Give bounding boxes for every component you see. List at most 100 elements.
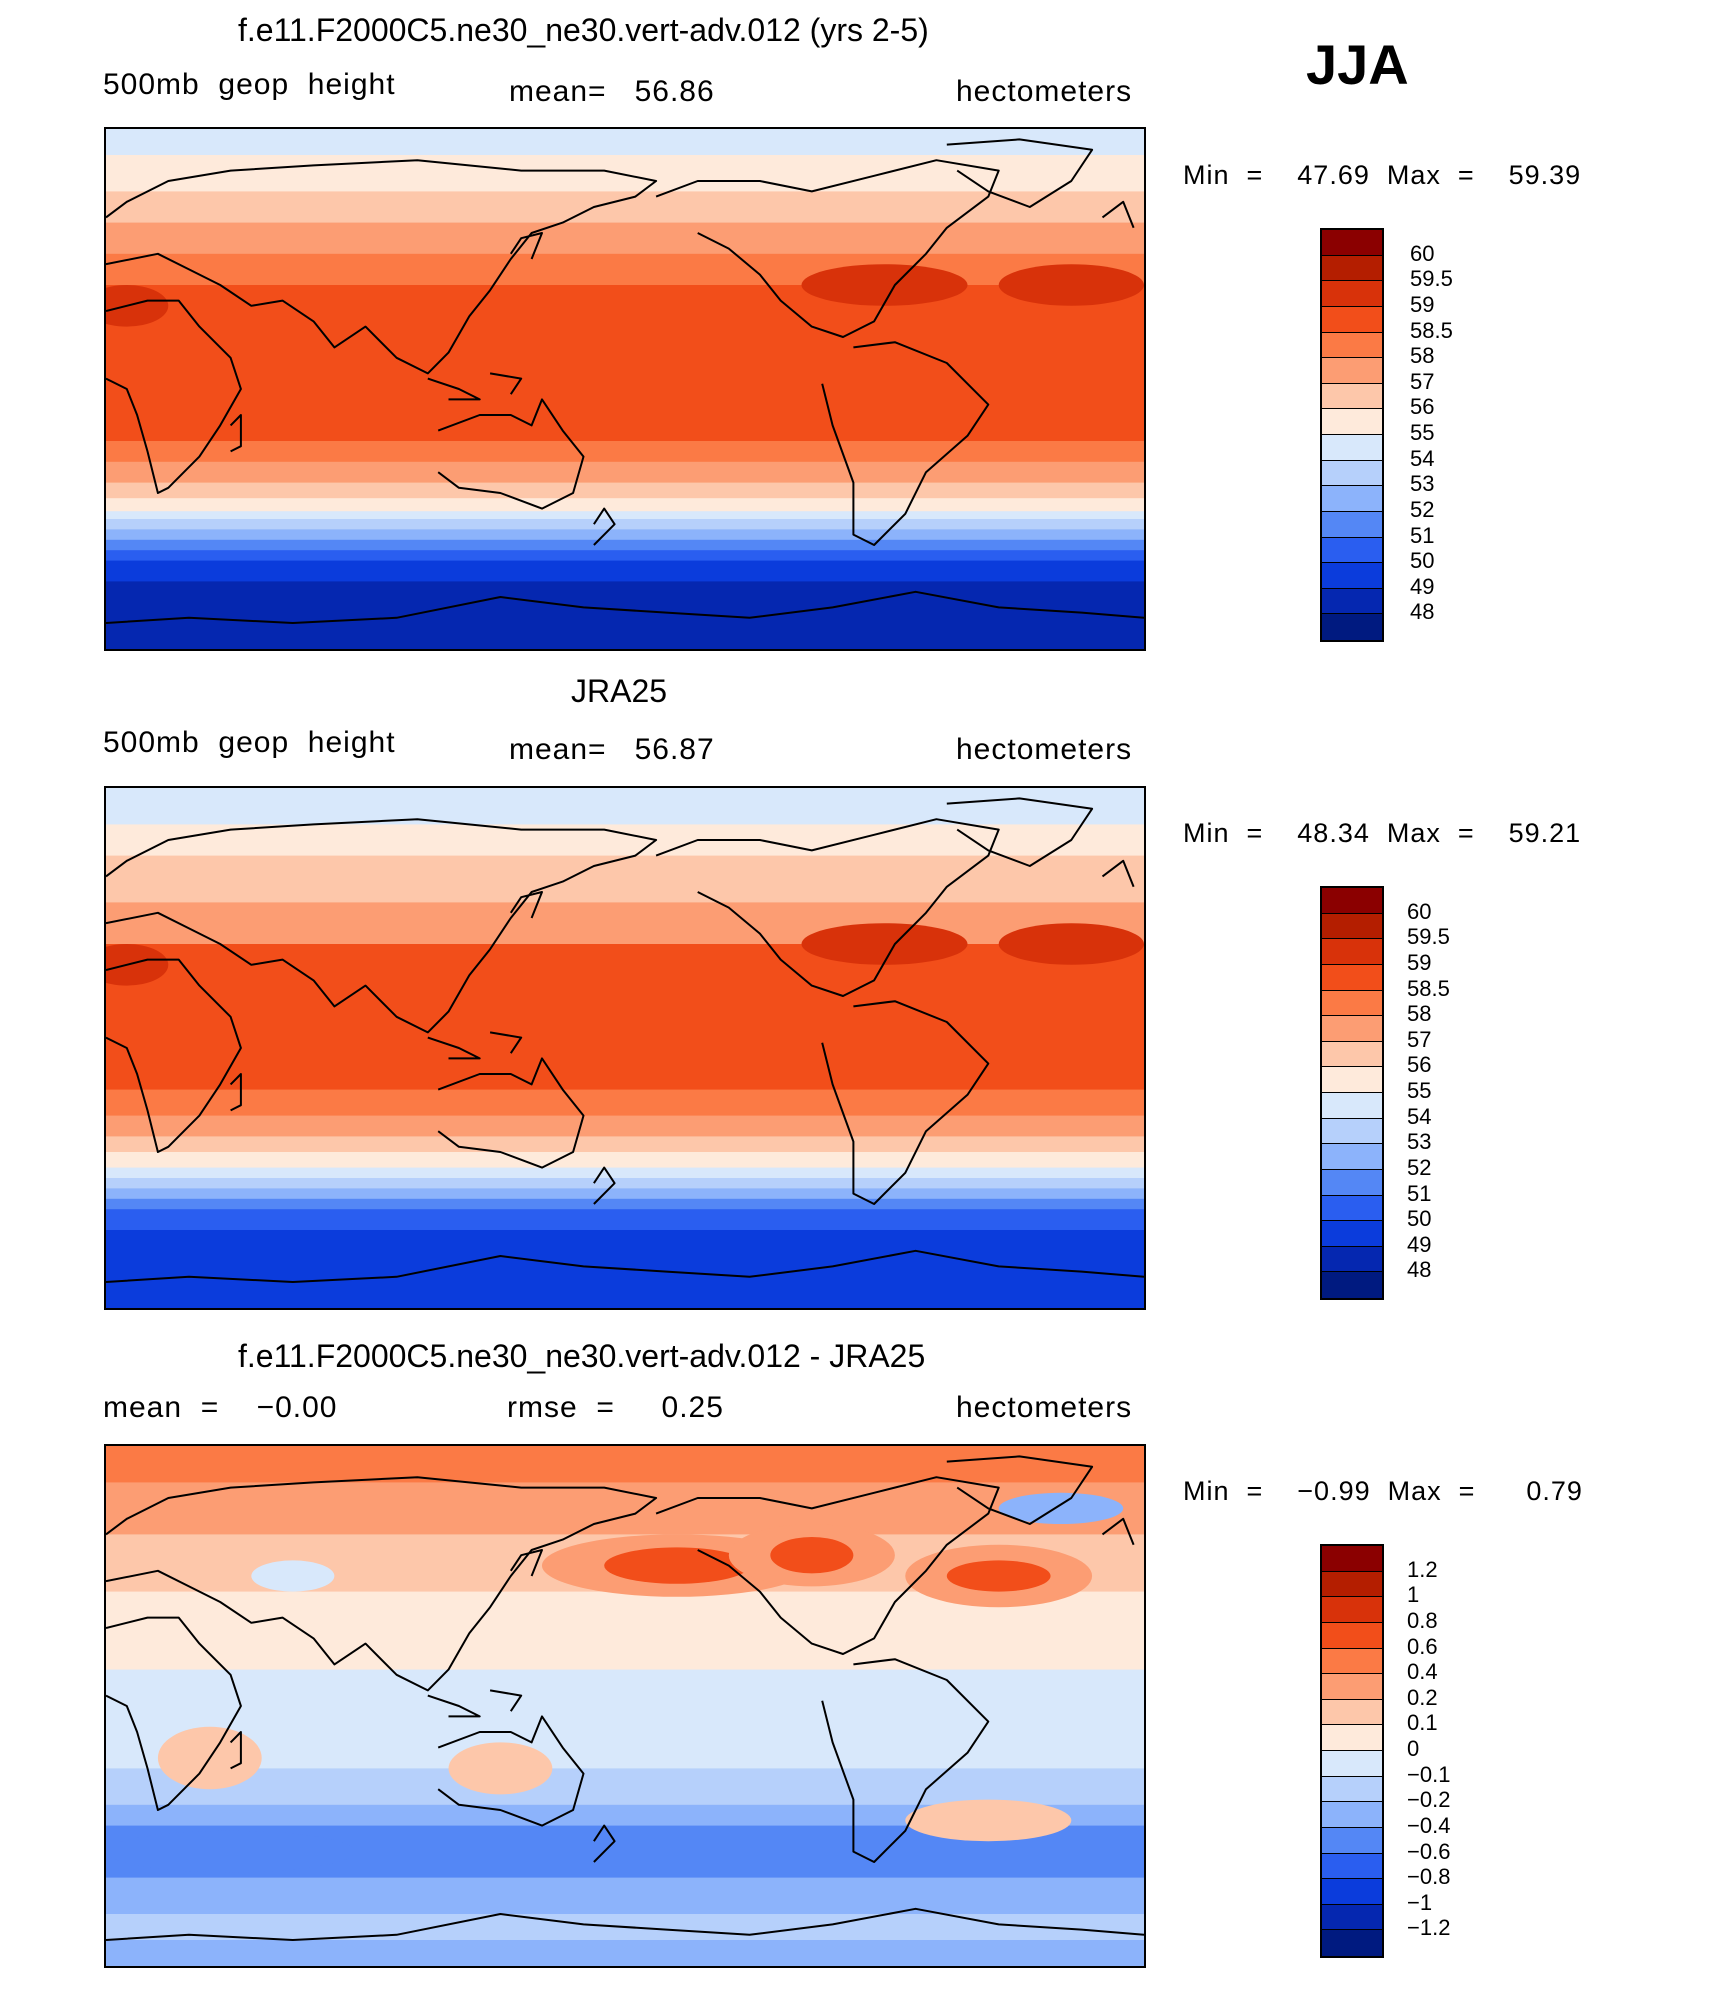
contour-band (106, 1136, 1144, 1153)
panel-2-units: hectometers (956, 733, 1133, 766)
anomaly-region (604, 1547, 750, 1584)
colorbar-swatch (1322, 1827, 1382, 1854)
colorbar-label: 53 (1410, 471, 1435, 497)
coastline (655, 159, 1000, 338)
colorbar-swatch (1322, 1802, 1382, 1828)
contour-band (106, 1446, 1144, 1483)
colorbar-swatch (1322, 939, 1382, 965)
coastline (106, 818, 658, 1034)
contour-band (106, 222, 1144, 255)
coastline (946, 138, 1094, 208)
panel-2-left-label: 500mb geop height (103, 726, 396, 759)
colorbar-swatch (1322, 281, 1382, 307)
colorbar-label: 60 (1410, 240, 1435, 266)
contour-band (106, 461, 1144, 484)
colorbar-label: 49 (1410, 573, 1435, 599)
colorbar-label: 54 (1410, 445, 1435, 471)
colorbar-swatch (1322, 358, 1382, 384)
high-pressure-core (998, 923, 1144, 965)
colorbar-label: 50 (1410, 548, 1435, 574)
colorbar-label: −1 (1407, 1889, 1433, 1915)
colorbar-swatch (1322, 306, 1382, 333)
colorbar-swatch (1322, 1674, 1382, 1700)
colorbar-swatch (1322, 1041, 1382, 1068)
colorbar-swatch (1322, 1853, 1382, 1880)
colorbar-swatch (1322, 1622, 1382, 1649)
colorbar-label: 52 (1410, 496, 1435, 522)
coastline (106, 958, 242, 1153)
colorbar-swatch (1322, 614, 1382, 640)
contour-band (106, 1167, 1144, 1179)
contour-band (106, 511, 1144, 520)
contour-band (106, 1940, 1144, 1966)
colorbar-swatch (1322, 332, 1382, 359)
panel-3-rmse: rmse = 0.25 (507, 1391, 724, 1424)
colorbar-label: 0.1 (1407, 1710, 1438, 1736)
colorbar-label: 0.4 (1407, 1659, 1438, 1685)
colorbar-swatch (1322, 255, 1382, 282)
coastline (427, 1036, 481, 1060)
coastline (106, 1476, 658, 1692)
coastline (437, 1057, 585, 1169)
colorbar-swatch (1322, 1169, 1382, 1196)
contour-band (106, 1209, 1144, 1231)
panel-1-title: f.e11.F2000C5.ne30_ne30.vert-adv.012 (yr… (238, 12, 929, 48)
coastline (106, 590, 1144, 624)
anomaly-region (905, 1799, 1072, 1842)
colorbar-label: 59 (1407, 949, 1432, 975)
panel-3-title: f.e11.F2000C5.ne30_ne30.vert-adv.012 - J… (238, 1338, 926, 1374)
colorbar-swatch (1322, 1246, 1382, 1273)
colorbar-label: 1.2 (1407, 1556, 1438, 1582)
coastline (1101, 859, 1135, 888)
contour-band (106, 1152, 1144, 1169)
contour-band (106, 1089, 1144, 1117)
colorbar-label: 58.5 (1410, 317, 1453, 343)
coastline (229, 1073, 242, 1112)
season-label: JJA (1306, 33, 1409, 96)
coastline (509, 1549, 543, 1577)
colorbar-label: 54 (1407, 1103, 1432, 1129)
contour-band (106, 519, 1144, 530)
colorbar-label: 0.6 (1407, 1633, 1438, 1659)
colorbar-swatch (1322, 913, 1382, 940)
panel-1-map (104, 127, 1146, 651)
coastline (427, 1694, 481, 1718)
coastline (655, 818, 1000, 997)
colorbar-label: 0.8 (1407, 1607, 1438, 1633)
panel-1-colorbar (1320, 228, 1384, 642)
coastline (106, 1616, 242, 1811)
colorbar-label: 56 (1407, 1052, 1432, 1078)
colorbar-swatch (1322, 1118, 1382, 1145)
coastline (509, 891, 543, 919)
coastline (821, 1000, 990, 1205)
high-pressure-core (106, 944, 169, 986)
contour-band (106, 441, 1144, 463)
contour-band (106, 285, 1144, 442)
coastline (821, 1658, 990, 1863)
colorbar-label: 59 (1410, 291, 1435, 317)
coastline (106, 159, 658, 375)
colorbar-label: −1.2 (1407, 1915, 1451, 1941)
contour-band (106, 1115, 1144, 1137)
colorbar-swatch (1322, 1546, 1382, 1572)
contour-band (106, 560, 1144, 582)
coastline (946, 797, 1094, 867)
colorbar-swatch (1322, 1221, 1382, 1247)
coastline (593, 1166, 616, 1205)
contour-band (106, 539, 1144, 551)
coastline (1101, 200, 1135, 229)
coastline (437, 398, 585, 510)
colorbar-swatch (1322, 383, 1382, 410)
panel-1-units: hectometers (956, 75, 1133, 108)
panel-3-map (104, 1444, 1146, 1968)
contour-band (106, 1768, 1144, 1806)
coastline (946, 1455, 1094, 1525)
panel-1-mean: mean= 56.86 (509, 75, 715, 108)
colorbar-label: −0.4 (1407, 1812, 1451, 1838)
colorbar-label: 57 (1410, 368, 1435, 394)
colorbar-label: 57 (1407, 1026, 1432, 1052)
colorbar-swatch (1322, 888, 1382, 914)
panel-2-mean: mean= 56.87 (509, 733, 715, 766)
colorbar-label: 0.2 (1407, 1684, 1438, 1710)
colorbar-label: 52 (1407, 1154, 1432, 1180)
